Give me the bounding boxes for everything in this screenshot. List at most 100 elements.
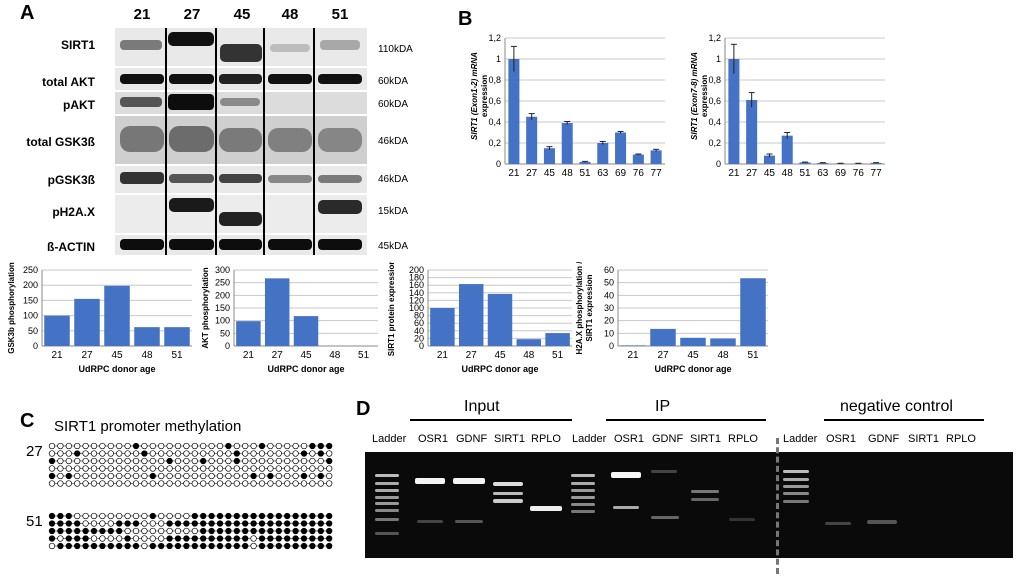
unmethylated-cpg xyxy=(225,480,232,487)
x-tick-label: 21 xyxy=(627,350,639,361)
bar xyxy=(508,59,520,164)
x-tick-label: 51 xyxy=(171,350,183,361)
blot-band xyxy=(168,32,214,46)
unmethylated-cpg xyxy=(183,465,190,472)
methylated-cpg xyxy=(166,542,173,550)
unmethylated-cpg xyxy=(200,450,207,457)
unmethylated-cpg xyxy=(208,465,215,472)
gel-lane-label: RPLO xyxy=(531,433,561,445)
methylated-cpg xyxy=(317,472,324,480)
y-tick-label: 140 xyxy=(409,288,424,298)
unmethylated-cpg xyxy=(292,465,299,472)
unmethylated-cpg xyxy=(149,480,156,487)
unmethylated-cpg xyxy=(149,442,156,450)
y-tick-label: 100 xyxy=(409,303,424,313)
y-tick-label: 1 xyxy=(716,54,721,64)
y-axis-label: AKT phosphorylation xyxy=(201,267,210,348)
protein-label: pAKT xyxy=(63,98,95,112)
unmethylated-cpg xyxy=(174,480,182,487)
unmethylated-cpg xyxy=(99,535,106,542)
unmethylated-cpg xyxy=(225,457,232,465)
methylated-cpg xyxy=(267,512,274,520)
panel-label-a: A xyxy=(20,2,35,24)
y-axis-label: expression xyxy=(700,75,709,117)
unmethylated-cpg xyxy=(242,480,249,487)
unmethylated-cpg xyxy=(191,472,198,480)
unmethylated-cpg xyxy=(90,457,98,465)
methylated-cpg xyxy=(326,512,333,520)
methylated-cpg xyxy=(258,527,266,535)
gel-lane-label: OSR1 xyxy=(826,433,856,445)
blot-band xyxy=(219,212,262,226)
gel-band xyxy=(571,496,595,499)
unmethylated-cpg xyxy=(300,465,308,472)
protein-label: ß-ACTIN xyxy=(47,240,95,254)
methylated-cpg xyxy=(326,542,333,550)
methylated-cpg xyxy=(225,442,232,450)
methylated-cpg xyxy=(48,520,56,527)
y-tick-label: 0,8 xyxy=(488,75,501,85)
gel-lane-label: GDNF xyxy=(456,433,488,445)
methylated-cpg xyxy=(90,542,98,550)
y-axis-label: SIRT1 protein expression xyxy=(387,262,396,356)
gel-ip-label: IP xyxy=(655,398,671,415)
methylation-title: SIRT1 promoter methylation xyxy=(54,418,242,435)
blot-band xyxy=(318,74,362,84)
methylated-cpg xyxy=(275,527,282,535)
bar xyxy=(293,316,319,346)
unmethylated-cpg xyxy=(90,520,98,527)
methylated-cpg xyxy=(141,450,148,457)
methylated-cpg xyxy=(309,535,316,542)
unmethylated-cpg xyxy=(141,472,148,480)
methylated-cpg xyxy=(225,535,232,542)
protein-label: total GSK3ß xyxy=(26,135,95,149)
x-tick-label: 48 xyxy=(717,350,729,361)
unmethylated-cpg xyxy=(74,442,81,450)
bar xyxy=(615,132,627,164)
gel-lane-label: GDNF xyxy=(652,433,684,445)
gel-band xyxy=(691,498,719,501)
unmethylated-cpg xyxy=(99,520,106,527)
y-tick-label: 200 xyxy=(409,265,424,275)
methylated-cpg xyxy=(132,442,140,450)
methylated-cpg xyxy=(309,442,316,450)
methylated-cpg xyxy=(300,450,308,457)
gel-lane-label: GDNF xyxy=(868,433,900,445)
lane-label: 21 xyxy=(133,6,151,23)
y-tick-label: 0 xyxy=(716,159,721,169)
gel-band xyxy=(375,482,399,485)
unmethylated-cpg xyxy=(242,472,249,480)
unmethylated-cpg xyxy=(258,465,266,472)
methylated-cpg xyxy=(284,527,291,535)
x-tick-label: 51 xyxy=(579,168,591,179)
gel-band xyxy=(613,506,639,509)
unmethylated-cpg xyxy=(183,512,190,520)
unmethylated-cpg xyxy=(200,480,207,487)
y-tick-label: 200 xyxy=(215,290,230,300)
y-tick-label: 250 xyxy=(23,265,38,275)
methylated-cpg xyxy=(250,472,257,480)
methylated-cpg xyxy=(48,457,56,465)
unmethylated-cpg xyxy=(48,542,56,550)
y-tick-label: 100 xyxy=(23,311,38,321)
gel-negative-control-label: negative control xyxy=(840,398,953,415)
methylated-cpg xyxy=(300,520,308,527)
unmethylated-cpg xyxy=(158,520,165,527)
y-tick-label: 0 xyxy=(33,341,38,351)
unmethylated-cpg xyxy=(191,457,198,465)
methylated-cpg xyxy=(149,542,156,550)
unmethylated-cpg xyxy=(275,450,282,457)
unmethylated-cpg xyxy=(233,480,240,487)
gel-band xyxy=(651,516,679,519)
unmethylated-cpg xyxy=(82,465,89,472)
unmethylated-cpg xyxy=(292,442,299,450)
unmethylated-cpg xyxy=(132,450,140,457)
unmethylated-cpg xyxy=(124,450,131,457)
unmethylated-cpg xyxy=(90,450,98,457)
methylated-cpg xyxy=(233,542,240,550)
unmethylated-cpg xyxy=(174,465,182,472)
gel-band xyxy=(375,509,399,512)
lane-label: 51 xyxy=(331,6,349,23)
unmethylated-cpg xyxy=(82,450,89,457)
unmethylated-cpg xyxy=(166,480,173,487)
